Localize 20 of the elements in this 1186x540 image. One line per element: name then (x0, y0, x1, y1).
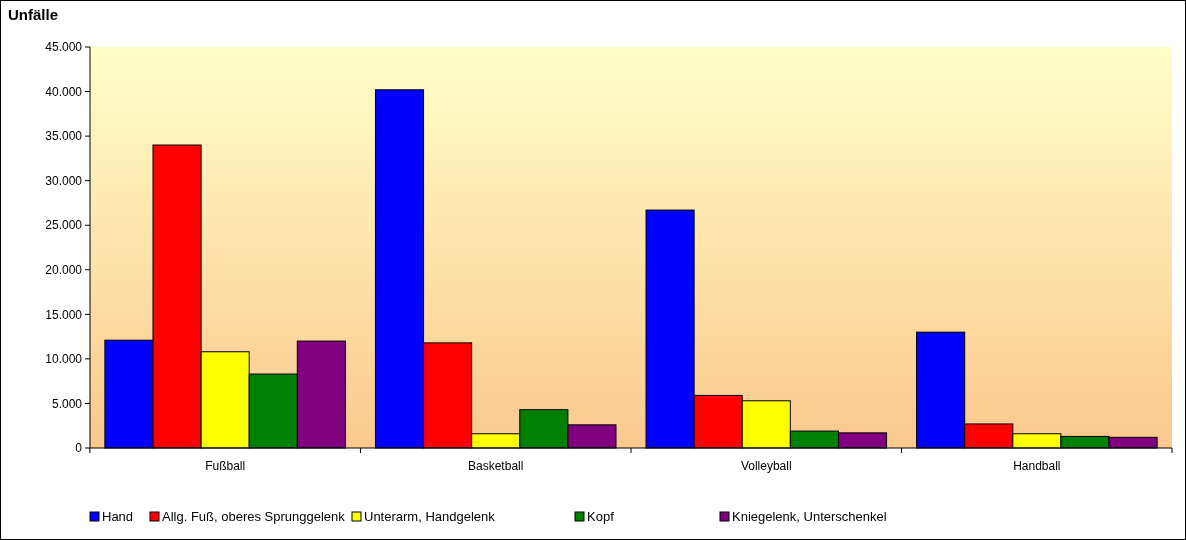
y-tick-label: 45.000 (45, 40, 83, 55)
x-tick-label: Basketball (468, 459, 524, 473)
y-tick-label: 0 (75, 441, 83, 456)
y-tick-label: 25.000 (45, 218, 83, 233)
x-tick-label: Fußball (205, 459, 246, 473)
y-tick-label: 20.000 (45, 262, 83, 277)
legend-label: Hand (102, 509, 134, 524)
y-tick-label: 15.000 (45, 307, 83, 322)
y-tick-label: 5.000 (51, 396, 83, 411)
y-tick-label: 30.000 (45, 173, 83, 188)
y-axis-title: Unfälle (8, 6, 59, 23)
legend-label: Allg. Fuß, oberes Sprunggelenk (162, 509, 346, 524)
legend-label: Kopf (587, 509, 615, 524)
y-tick-label: 40.000 (45, 84, 83, 99)
legend-label: Unterarm, Handgelenk (364, 509, 496, 524)
y-tick-label: 35.000 (45, 129, 83, 144)
x-tick-label: Volleyball (740, 459, 792, 473)
x-tick-label: Handball (1013, 459, 1061, 473)
y-tick-label: 10.000 (45, 352, 83, 367)
legend-label: Kniegelenk, Unterschenkel (732, 509, 887, 524)
